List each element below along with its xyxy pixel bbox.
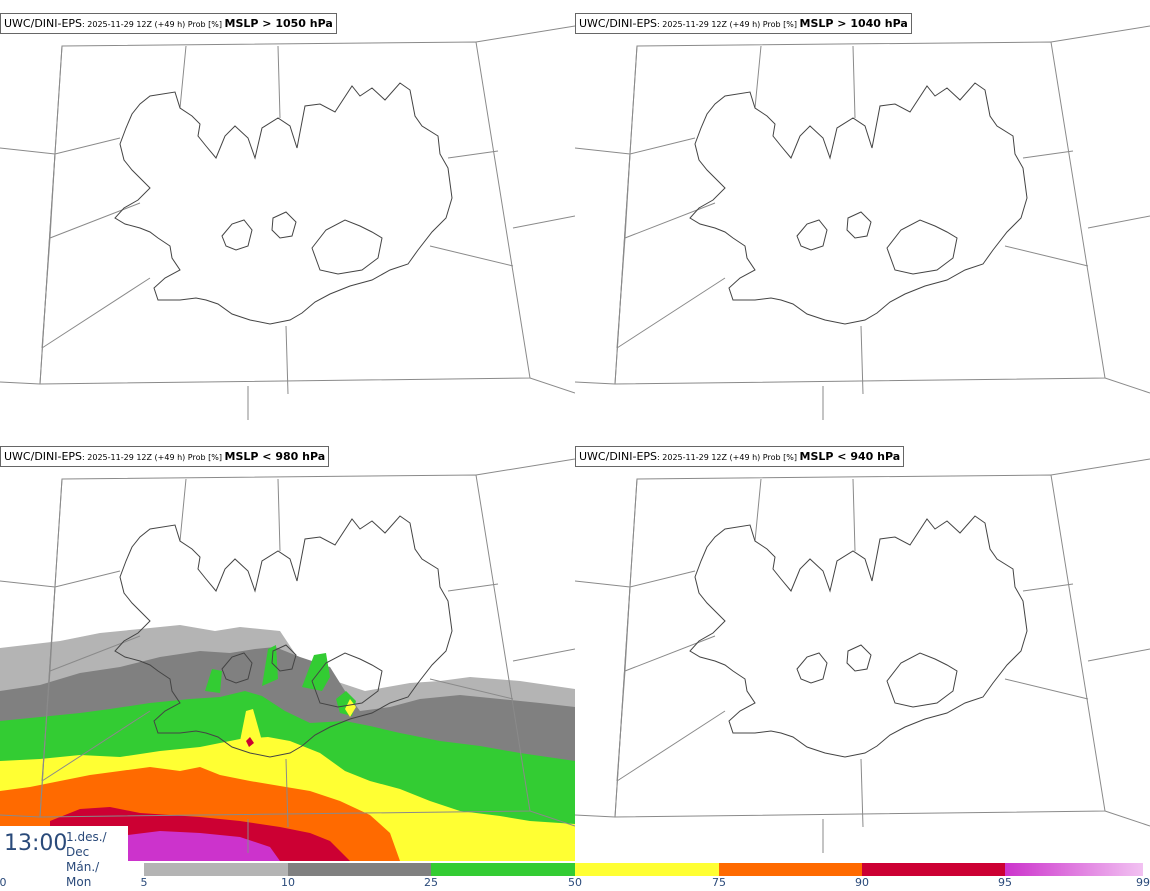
panel-title: UWC/DINI-EPS: 2025-11-29 12Z (+49 h) Pro… bbox=[575, 446, 905, 467]
iceland-coastline bbox=[689, 515, 1028, 758]
map-svg bbox=[0, 458, 575, 861]
graticule-lines bbox=[0, 458, 575, 853]
iceland-coastline bbox=[114, 515, 453, 758]
parameter-label: MSLP < 940 hPa bbox=[799, 450, 901, 463]
graticule-lines bbox=[575, 458, 1150, 853]
iceland-coastline bbox=[114, 82, 453, 325]
model-name: UWC/DINI-EPS bbox=[579, 450, 658, 463]
valid-date: 1.des./ Dec Mán./ Mon bbox=[66, 830, 128, 890]
graticule-lines bbox=[0, 25, 575, 420]
legend-swatch bbox=[144, 863, 288, 876]
parameter-label: MSLP > 1040 hPa bbox=[799, 17, 908, 30]
legend-swatch bbox=[862, 863, 1005, 876]
run-info: : 2025-11-29 12Z (+49 h) Prob [%] bbox=[657, 453, 800, 462]
valid-date-line2: Mán./ Mon bbox=[66, 860, 100, 889]
legend-swatch bbox=[1005, 863, 1143, 876]
legend-tick-label: 0 bbox=[0, 876, 7, 889]
graticule-lines bbox=[575, 25, 1150, 420]
legend-swatch bbox=[431, 863, 575, 876]
color-legend-bar bbox=[144, 863, 1143, 876]
iceland-coastline bbox=[689, 82, 1028, 325]
valid-time: 13:00 bbox=[4, 831, 68, 856]
run-info: : 2025-11-29 12Z (+49 h) Prob [%] bbox=[657, 20, 800, 29]
model-name: UWC/DINI-EPS bbox=[4, 17, 83, 30]
valid-time-box: 13:00 1.des./ Dec Mán./ Mon bbox=[0, 826, 128, 889]
legend-tick-label: 99 bbox=[1136, 876, 1150, 889]
map-svg bbox=[0, 25, 575, 420]
legend-tick-label: 10 bbox=[281, 876, 295, 889]
map-svg bbox=[575, 458, 1150, 853]
map-svg bbox=[575, 25, 1150, 420]
legend-tick-label: 95 bbox=[998, 876, 1012, 889]
map-panel-1050: UWC/DINI-EPS: 2025-11-29 12Z (+49 h) Pro… bbox=[0, 8, 575, 441]
legend-swatch bbox=[575, 863, 719, 876]
panel-title: UWC/DINI-EPS: 2025-11-29 12Z (+49 h) Pro… bbox=[575, 13, 912, 34]
legend-swatch bbox=[719, 863, 862, 876]
map-panel-980: UWC/DINI-EPS: 2025-11-29 12Z (+49 h) Pro… bbox=[0, 441, 575, 874]
panel-title: UWC/DINI-EPS: 2025-11-29 12Z (+49 h) Pro… bbox=[0, 446, 330, 467]
run-info: : 2025-11-29 12Z (+49 h) Prob [%] bbox=[82, 453, 225, 462]
legend-tick-label: 5 bbox=[140, 876, 148, 889]
model-name: UWC/DINI-EPS bbox=[4, 450, 83, 463]
model-name: UWC/DINI-EPS bbox=[579, 17, 658, 30]
run-info: : 2025-11-29 12Z (+49 h) Prob [%] bbox=[82, 20, 225, 29]
legend-swatch bbox=[288, 863, 431, 876]
map-panel-1040: UWC/DINI-EPS: 2025-11-29 12Z (+49 h) Pro… bbox=[575, 8, 1150, 441]
parameter-label: MSLP > 1050 hPa bbox=[224, 17, 333, 30]
valid-date-line1: 1.des./ Dec bbox=[66, 830, 107, 859]
legend-tick-label: 90 bbox=[855, 876, 869, 889]
legend-tick-label: 50 bbox=[568, 876, 582, 889]
panel-title: UWC/DINI-EPS: 2025-11-29 12Z (+49 h) Pro… bbox=[0, 13, 337, 34]
probability-fill bbox=[0, 625, 575, 861]
legend-tick-label: 25 bbox=[424, 876, 438, 889]
parameter-label: MSLP < 980 hPa bbox=[224, 450, 326, 463]
legend-tick-label: 75 bbox=[712, 876, 726, 889]
map-panel-940: UWC/DINI-EPS: 2025-11-29 12Z (+49 h) Pro… bbox=[575, 441, 1150, 874]
